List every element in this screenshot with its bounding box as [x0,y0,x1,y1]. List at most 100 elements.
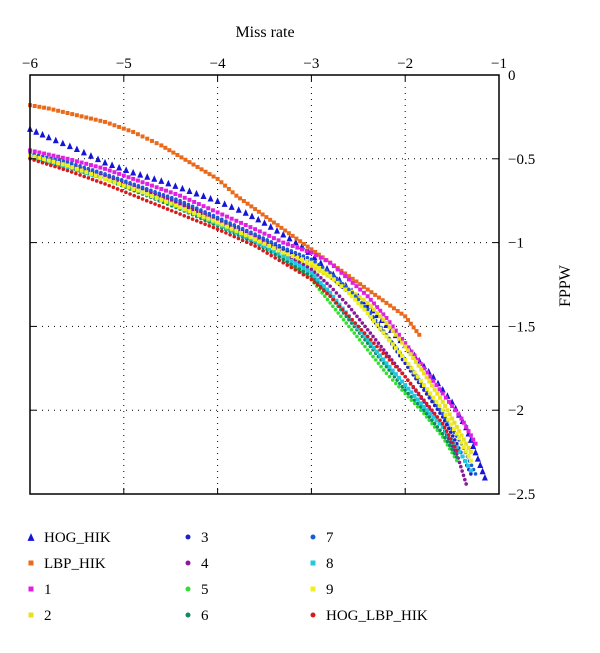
data-point [427,379,432,384]
data-point [424,375,429,380]
data-point [403,391,408,396]
data-point [334,301,339,305]
data-point [412,353,417,358]
data-point [422,411,426,416]
data-point [172,182,179,189]
data-point [394,381,398,386]
data-point [119,178,124,182]
legend-marker [185,612,191,618]
data-point [438,395,443,400]
data-point [294,236,299,241]
data-point [195,164,200,169]
data-point [365,310,370,315]
data-point [378,353,383,358]
data-point [400,379,405,384]
data-point [46,152,51,157]
data-point [375,344,379,349]
data-point [70,158,75,163]
data-point [84,115,89,120]
data-point [82,165,86,170]
data-point [140,190,145,195]
data-point [406,365,410,369]
data-point [464,424,469,429]
data-point [396,332,401,337]
data-point [440,424,445,429]
data-point [37,150,42,155]
data-point [461,445,466,450]
data-point [305,275,310,279]
data-point [215,210,220,215]
data-point [453,408,458,413]
plot-frame [29,74,500,495]
data-point [368,351,373,356]
data-point [365,334,370,339]
data-point [430,399,434,404]
data-point [411,356,416,361]
series-hog-lbp-hik [28,157,459,453]
data-point [264,215,269,220]
data-point [443,435,447,440]
data-point [387,358,392,362]
data-point [343,311,348,315]
data-point [281,254,286,259]
data-point [224,214,229,219]
data-point [276,238,281,243]
data-point [459,440,464,445]
data-point [437,421,442,426]
data-point [103,176,108,181]
data-point [271,248,276,253]
data-point [381,312,386,317]
data-point [390,328,395,333]
data-point [223,183,228,188]
data-point [368,304,373,309]
data-point [360,341,365,345]
data-point [432,411,437,416]
data-point [328,301,332,305]
data-point [78,164,82,168]
data-point [74,171,78,176]
data-point [452,420,457,425]
legend-label: 8 [326,556,334,572]
data-point [234,218,239,223]
data-point [173,203,178,208]
data-point [293,264,298,269]
data-point [293,250,298,255]
data-point [387,374,392,379]
data-point [341,283,346,288]
data-point [309,264,314,269]
data-point [178,205,183,210]
data-point [261,236,265,240]
data-point [37,155,42,160]
data-point [253,244,257,248]
data-point [365,287,370,292]
data-point [365,337,370,342]
data-point [428,411,433,416]
data-point [59,139,66,147]
data-point [171,150,176,155]
data-point [94,169,99,174]
data-point [464,482,468,486]
data-point [454,431,459,436]
data-point [285,242,290,247]
data-point [380,298,385,303]
data-point [112,123,117,128]
data-point [297,267,302,271]
data-point [74,159,79,164]
data-point [440,408,445,413]
data-point [186,215,191,220]
data-point [430,383,434,388]
data-point [375,305,380,310]
data-point [463,477,467,482]
data-point [331,287,336,292]
data-point [103,172,107,176]
data-point [457,449,462,454]
data-point [403,357,408,362]
data-point [309,250,314,255]
data-point [174,200,178,205]
data-point [305,268,310,273]
data-point [255,215,262,223]
data-point [33,128,40,135]
data-point [449,422,454,427]
data-point [353,297,358,302]
data-point [174,210,178,215]
